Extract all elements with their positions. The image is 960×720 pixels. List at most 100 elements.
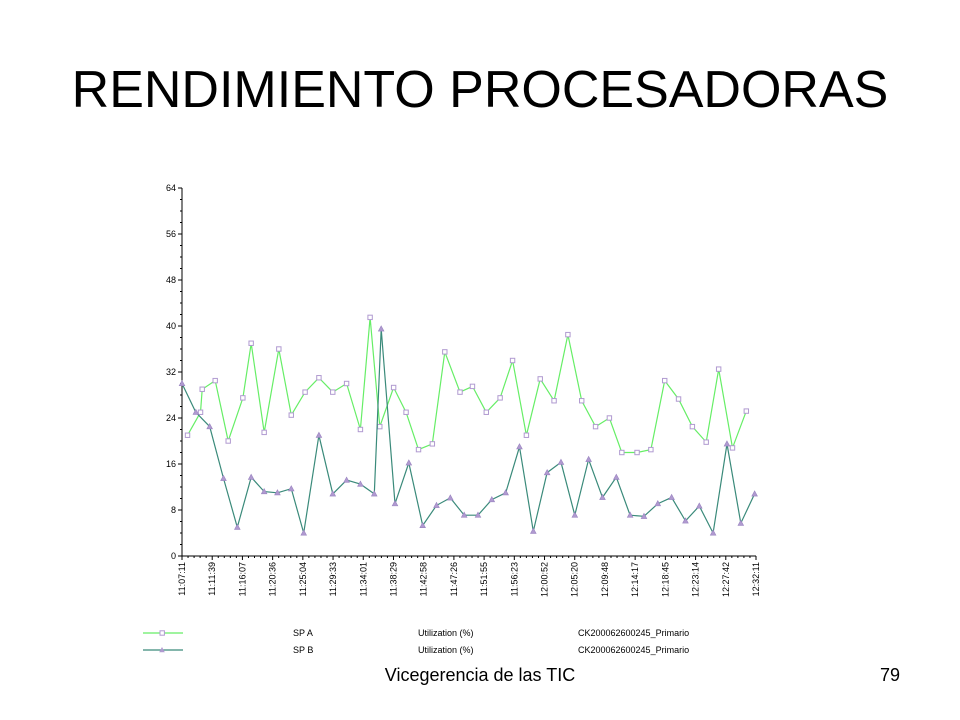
data-point	[403, 409, 409, 415]
data-point	[613, 473, 620, 480]
data-point	[212, 377, 218, 384]
x-tick-label: 11:47:26	[449, 562, 459, 596]
data-point	[557, 458, 565, 465]
x-tick-label: 11:07:11	[177, 562, 187, 596]
data-point	[695, 502, 703, 509]
x-tick-label: 12:27:42	[721, 562, 731, 597]
data-point	[689, 423, 696, 430]
x-tick-label: 11:11:39	[207, 562, 217, 596]
y-tick-label: 56	[166, 229, 176, 239]
data-point	[184, 432, 191, 438]
data-point	[300, 529, 308, 536]
slide-title: RENDIMIENTO PROCESADORAS	[71, 61, 889, 119]
data-point	[640, 512, 648, 519]
y-tick-label: 40	[166, 321, 176, 331]
data-point	[662, 377, 668, 384]
data-point	[751, 490, 758, 497]
y-tick-label: 48	[166, 275, 176, 285]
data-point	[315, 431, 323, 438]
data-point	[330, 389, 336, 395]
data-point	[599, 493, 606, 500]
data-point	[668, 493, 675, 500]
data-point	[197, 409, 204, 415]
data-point	[715, 366, 722, 372]
x-tick-label: 12:00:52	[540, 562, 550, 597]
series-line-sp-b	[181, 328, 756, 535]
data-point	[474, 511, 482, 518]
data-point	[419, 521, 426, 529]
data-point	[391, 500, 399, 507]
x-tick-label: 11:42:58	[419, 562, 429, 596]
data-point	[469, 383, 476, 390]
data-point	[530, 527, 537, 534]
x-tick-label: 12:09:48	[600, 562, 610, 597]
data-point	[723, 440, 731, 447]
data-point	[343, 476, 350, 483]
data-point	[377, 423, 383, 430]
y-tick-label: 64	[166, 183, 176, 193]
data-point	[682, 517, 689, 524]
data-point	[703, 439, 709, 445]
data-point	[619, 449, 625, 456]
data-point	[343, 380, 350, 387]
data-point	[276, 346, 282, 352]
y-tick-label: 32	[166, 367, 176, 377]
x-tick-label: 11:38:29	[388, 562, 398, 596]
data-point	[316, 375, 322, 381]
x-tick-label: 11:16:07	[237, 562, 247, 596]
legend-series-name: SP B	[293, 645, 313, 655]
x-tick-label: 12:14:17	[630, 562, 640, 597]
data-point	[509, 357, 516, 364]
data-point	[220, 474, 227, 481]
data-point	[429, 441, 436, 447]
data-point	[192, 408, 200, 415]
x-tick-label: 11:29:33	[328, 562, 338, 596]
data-point	[433, 501, 440, 508]
data-point	[442, 349, 448, 355]
data-point	[737, 519, 745, 526]
data-point	[709, 529, 717, 536]
data-point	[606, 415, 613, 421]
footer-text: Vicegerencia de las TIC	[384, 665, 576, 685]
chart-series	[178, 314, 758, 536]
x-tick-label: 12:32:11	[751, 562, 761, 596]
legend-object: CK200062600245_Primario	[578, 645, 689, 655]
data-point	[743, 408, 750, 414]
data-point	[225, 438, 231, 444]
data-point	[240, 395, 246, 401]
data-point	[405, 459, 413, 466]
data-point	[626, 511, 634, 518]
data-point	[571, 511, 579, 518]
data-point	[648, 446, 654, 453]
legend-marker	[159, 630, 165, 636]
data-point	[377, 325, 385, 332]
data-point	[329, 490, 337, 497]
x-tick-label: 12:05:20	[570, 562, 580, 597]
legend-series-name: SP A	[293, 628, 313, 638]
data-point	[523, 432, 530, 438]
data-point	[206, 422, 213, 430]
x-tick-label: 11:56:23	[509, 562, 519, 596]
x-tick-label: 11:51:55	[479, 562, 489, 596]
data-point	[288, 412, 294, 418]
x-tick-label: 12:18:45	[660, 562, 670, 597]
y-tick-label: 0	[171, 551, 176, 561]
data-point	[367, 314, 373, 321]
data-point	[415, 446, 422, 453]
legend-object: CK200062600245_Primario	[578, 628, 689, 638]
y-tick-label: 24	[166, 413, 176, 423]
data-point	[302, 389, 308, 395]
data-point	[248, 340, 254, 346]
data-point	[460, 511, 468, 518]
page-number: 79	[879, 665, 900, 685]
chart-axes: 0 8 16 24 32 40 48 56 64 11:07:11 11:11:39 11:16:07…	[166, 183, 761, 597]
data-point	[370, 490, 378, 497]
data-point	[488, 496, 496, 503]
data-point	[260, 487, 268, 495]
data-point	[585, 455, 592, 462]
x-tick-label: 11:34:01	[358, 562, 368, 596]
data-point	[261, 429, 267, 436]
data-point	[675, 396, 682, 402]
x-tick-label: 11:25:04	[298, 562, 308, 596]
